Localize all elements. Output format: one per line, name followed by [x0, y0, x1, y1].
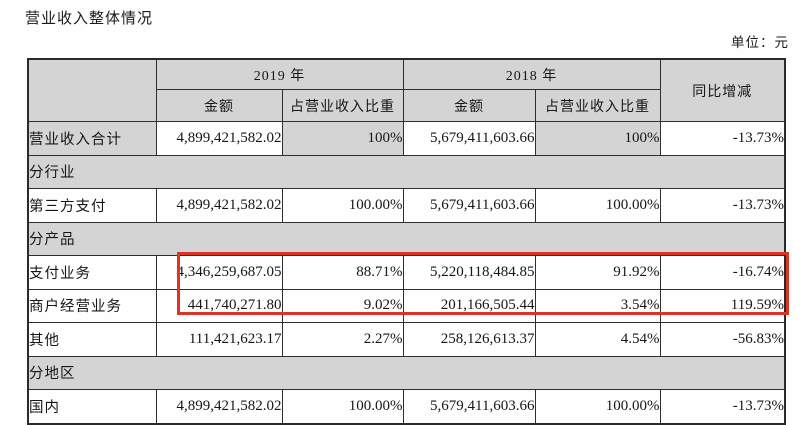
share-2019-cell: 2.27%	[281, 322, 404, 357]
share-2019-cell: 100.00%	[281, 188, 404, 223]
share-2019-cell: 100.00%	[281, 389, 404, 424]
share-2018-header: 占营业收入比重	[534, 89, 661, 122]
share-2019-cell: 88.71%	[281, 255, 404, 290]
row-label: 第三方支付	[27, 188, 157, 223]
share-2018-cell: 3.54%	[534, 288, 661, 323]
section-row-region: 分地区	[27, 355, 786, 390]
table-row-domestic: 国内 4,899,421,582.02 100.00% 5,679,411,60…	[27, 389, 786, 424]
amount-2019-cell: 111,421,623.17	[155, 322, 283, 357]
share-2018-cell: 100.00%	[534, 389, 661, 424]
yoy-cell: -56.83%	[659, 322, 786, 357]
page-title: 营业收入整体情况	[25, 11, 154, 27]
amount-2019-cell: 4,899,421,582.02	[155, 188, 283, 223]
table-row-total: 营业收入合计 4,899,421,582.02 100% 5,679,411,6…	[27, 121, 786, 156]
yoy-cell: -13.73%	[659, 389, 786, 424]
amount-2019-cell: 4,899,421,582.02	[155, 121, 283, 156]
section-label: 分产品	[27, 221, 786, 256]
table-row-other: 其他 111,421,623.17 2.27% 258,126,613.37 4…	[27, 322, 786, 357]
share-2019-cell: 9.02%	[281, 288, 404, 323]
revenue-table: 2019 年 2018 年 同比增减 金额 占营业收入比重 金额 占营业收入比重…	[27, 58, 786, 425]
share-2018-cell: 100%	[534, 121, 661, 156]
share-2019-cell: 100%	[281, 121, 404, 156]
amount-2018-cell: 5,679,411,603.66	[402, 188, 536, 223]
row-label: 其他	[27, 322, 157, 357]
amount-2018-header: 金额	[402, 89, 536, 122]
row-label: 商户经营业务	[27, 288, 157, 323]
section-label: 分地区	[27, 355, 786, 390]
unit-label: 单位：元	[731, 35, 789, 50]
share-2018-cell: 91.92%	[534, 255, 661, 290]
year-2019-header: 2019 年	[155, 58, 404, 90]
yoy-cell: -16.74%	[659, 255, 786, 290]
amount-2018-cell: 201,166,505.44	[402, 288, 536, 323]
corner-header-cell	[27, 58, 157, 122]
yoy-cell: -13.73%	[659, 188, 786, 223]
row-label: 支付业务	[27, 255, 157, 290]
share-2018-cell: 100.00%	[534, 188, 661, 223]
amount-2019-cell: 4,346,259,687.05	[155, 255, 283, 290]
row-label: 营业收入合计	[27, 121, 157, 156]
section-label: 分行业	[27, 154, 786, 189]
amount-2018-cell: 5,679,411,603.66	[402, 389, 536, 424]
row-label: 国内	[27, 389, 157, 424]
share-2019-header: 占营业收入比重	[281, 89, 404, 122]
year-2018-header: 2018 年	[402, 58, 661, 90]
amount-2019-header: 金额	[155, 89, 283, 122]
table-row-merchant-business: 商户经营业务 441,740,271.80 9.02% 201,166,505.…	[27, 288, 786, 323]
yoy-cell: 119.59%	[659, 288, 786, 323]
section-row-product: 分产品	[27, 221, 786, 256]
amount-2018-cell: 5,679,411,603.66	[402, 121, 536, 156]
amount-2018-cell: 5,220,118,484.85	[402, 255, 536, 290]
yoy-cell: -13.73%	[659, 121, 786, 156]
section-row-industry: 分行业	[27, 154, 786, 189]
amount-2019-cell: 441,740,271.80	[155, 288, 283, 323]
table-row-payment-business: 支付业务 4,346,259,687.05 88.71% 5,220,118,4…	[27, 255, 786, 290]
share-2018-cell: 4.54%	[534, 322, 661, 357]
amount-2019-cell: 4,899,421,582.02	[155, 389, 283, 424]
yoy-header: 同比增减	[659, 58, 786, 122]
amount-2018-cell: 258,126,613.37	[402, 322, 536, 357]
table-row-third-party-payment: 第三方支付 4,899,421,582.02 100.00% 5,679,411…	[27, 188, 786, 223]
